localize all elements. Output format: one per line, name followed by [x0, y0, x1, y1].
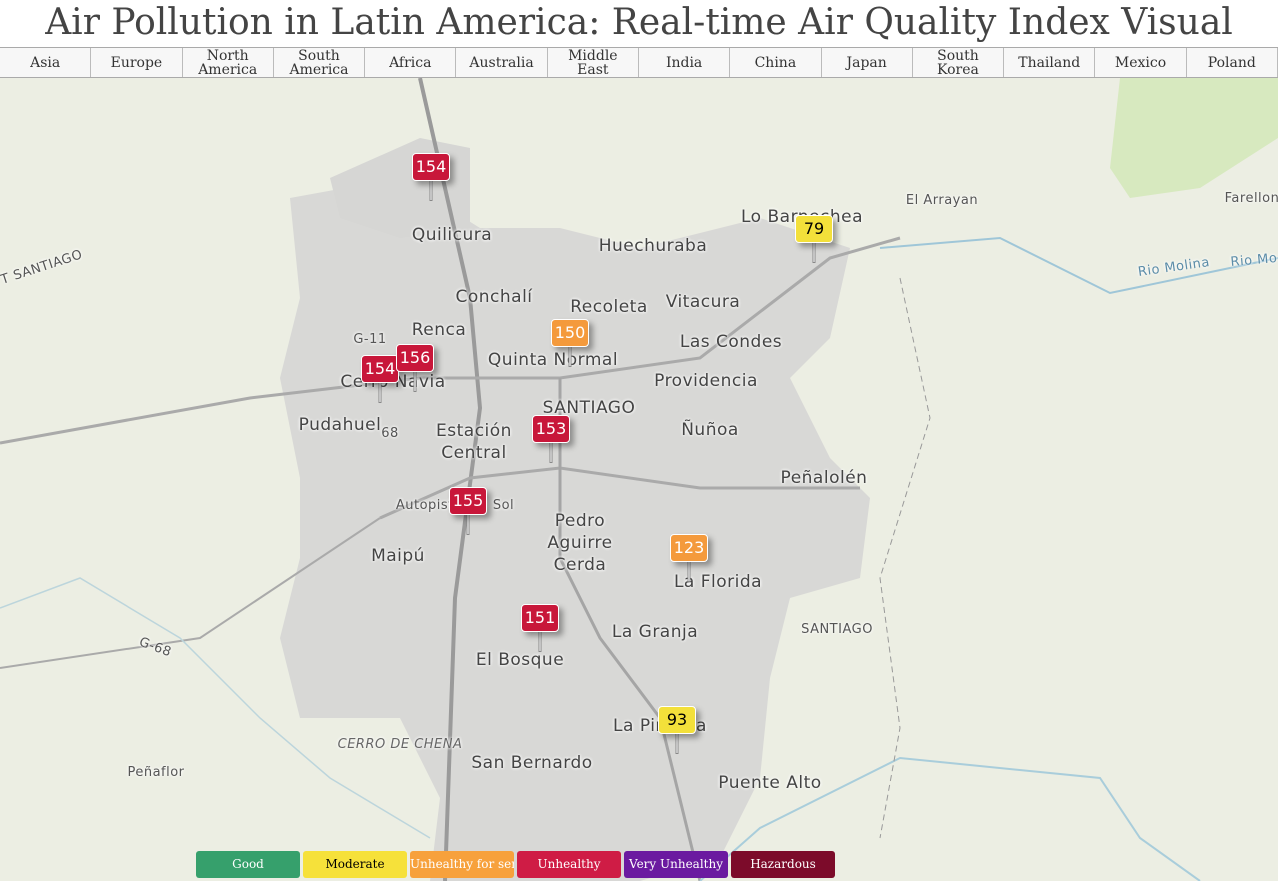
legend-item: Unhealthy for sensitive groups [410, 851, 514, 878]
place-label: El Bosque [475, 650, 565, 670]
place-label: Puente Alto [718, 773, 822, 793]
marker-pin [538, 630, 542, 652]
river [699, 756, 1201, 881]
place-label: Huechuraba [598, 236, 708, 256]
place-label: Recoleta [570, 297, 648, 317]
place-label: SANTIAGO [801, 622, 873, 637]
aqi-marker[interactable]: 150 [551, 319, 589, 347]
legend-item: Moderate [303, 851, 407, 878]
highway [418, 78, 483, 881]
nav-tab[interactable]: Asia [0, 48, 92, 77]
place-label: Peñalolén [780, 468, 868, 488]
place-label: La Granja [611, 622, 699, 642]
legend-item: Good [196, 851, 300, 878]
marker-pin [568, 345, 572, 367]
nav-tab[interactable]: South Korea [913, 48, 1005, 77]
legend-item: Unhealthy [517, 851, 621, 878]
place-label: San Bernardo [471, 753, 593, 773]
place-label: 68 [381, 426, 399, 441]
aqi-marker[interactable]: 93 [658, 706, 696, 734]
river [0, 577, 431, 839]
place-label: Pudahuel [298, 415, 382, 435]
marker-pin [549, 441, 553, 463]
legend-item: Very Unhealthy [624, 851, 728, 878]
nav-tab[interactable]: Australia [456, 48, 548, 77]
place-label: Quilicura [411, 225, 493, 245]
aqi-marker[interactable]: 123 [670, 534, 708, 562]
map[interactable]: Quilicura Huechuraba Conchalí Recoleta Vitac… [0, 78, 1278, 881]
aqi-marker[interactable]: 154 [361, 355, 399, 383]
marker-pin [812, 241, 816, 263]
park-area [1110, 78, 1278, 198]
place-label: G-11 [353, 332, 387, 347]
page-title: Air Pollution in Latin America: Real-tim… [45, 2, 1233, 89]
legend-item: Hazardous [731, 851, 835, 878]
place-label: Peñaflor [127, 765, 185, 780]
boundary [879, 277, 931, 839]
nav-tab[interactable]: China [730, 48, 822, 77]
nav-tab[interactable]: Japan [822, 48, 913, 77]
place-label: Renca [411, 320, 467, 340]
nav-tab[interactable]: India [639, 48, 731, 77]
marker-pin [466, 513, 470, 535]
nav-tab[interactable]: Thailand [1004, 48, 1096, 77]
place-label: La Florida [673, 572, 763, 592]
nav-tab[interactable]: Middle East [548, 48, 639, 77]
place-label: CERRO DE CHENA [337, 737, 463, 752]
region-nav: Asia Europe North America South America Afri… [0, 47, 1278, 78]
river [879, 236, 1278, 295]
nav-tab[interactable]: Mexico [1095, 48, 1187, 77]
place-label: Maipú [371, 546, 425, 566]
place-label: Providencia [654, 371, 758, 391]
nav-tab[interactable]: Poland [1187, 48, 1278, 77]
place-label: Vitacura [665, 292, 741, 312]
place-label: Conchalí [455, 287, 533, 307]
aqi-marker[interactable]: 156 [396, 344, 434, 372]
road [558, 378, 702, 881]
marker-pin [378, 381, 382, 403]
nav-tab[interactable]: North America [183, 48, 274, 77]
marker-pin [413, 370, 417, 392]
place-label: Pedro Aguirre Cerda [547, 511, 613, 575]
aqi-marker[interactable]: 79 [795, 215, 833, 243]
place-label: Estación Central [436, 421, 512, 463]
place-label: El Arrayan [905, 193, 979, 208]
marker-pin [429, 179, 433, 201]
road [0, 517, 381, 669]
marker-pin [687, 560, 691, 582]
place-label: Rio Mo [1229, 250, 1278, 271]
place-label: SANTIAGO [542, 398, 636, 418]
aqi-marker[interactable]: 151 [521, 604, 559, 632]
place-label: Farellon [1224, 191, 1278, 206]
place-label: Quinta Normal [487, 350, 619, 370]
aqi-marker[interactable]: 153 [532, 415, 570, 443]
nav-tab[interactable]: Europe [91, 48, 183, 77]
aqi-marker[interactable]: 154 [412, 153, 450, 181]
nav-tab[interactable]: South America [274, 48, 366, 77]
nav-tab[interactable]: Africa [365, 48, 457, 77]
map-background [0, 78, 1278, 881]
marker-pin [675, 732, 679, 754]
place-label: Las Condes [679, 332, 783, 352]
aqi-marker[interactable]: 155 [449, 487, 487, 515]
place-label: Ñuñoa [681, 420, 739, 440]
